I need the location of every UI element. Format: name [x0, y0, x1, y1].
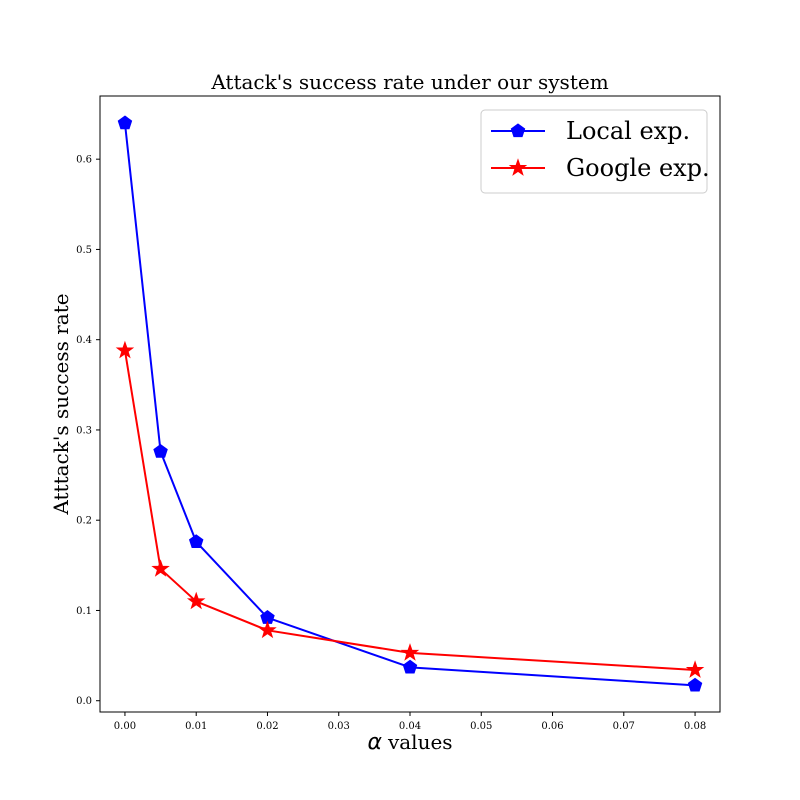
data-point-star: [186, 591, 206, 610]
chart-title: Attack's success rate under our system: [210, 70, 608, 94]
y-tick-label: 0.0: [76, 696, 92, 707]
y-tick-label: 0.2: [76, 516, 92, 527]
data-point-pentagon: [153, 443, 168, 458]
x-tick-label: 0.05: [470, 721, 492, 732]
y-tick-label: 0.1: [76, 606, 92, 617]
series-line: [123, 122, 696, 687]
x-tick-label: 0.00: [114, 721, 136, 732]
x-tick-label: 0.02: [256, 721, 278, 732]
data-point-pentagon: [117, 115, 133, 130]
legend-entry: Google exp.: [491, 154, 710, 182]
legend-label: Google exp.: [566, 154, 710, 182]
y-tick-label: 0.4: [76, 335, 92, 346]
x-tick-label: 0.08: [684, 721, 706, 732]
series-layer: [115, 115, 705, 692]
data-point-pentagon: [188, 534, 204, 549]
series-pentagon: [117, 115, 703, 692]
x-tick-label: 0.01: [185, 721, 207, 732]
alpha-symbol: α: [367, 730, 382, 755]
y-tick-label: 0.3: [76, 425, 92, 436]
x-tick-label: 0.06: [541, 721, 563, 732]
data-point-pentagon: [687, 677, 703, 692]
data-point-star: [400, 643, 420, 661]
x-axis: 0.00 0.01 0.02 0.03 0.04 0.05 0.06 0.07 0.08: [114, 712, 706, 732]
y-tick-label: 0.6: [76, 155, 92, 166]
y-axis-label: Atttack's success rate: [49, 293, 73, 515]
data-point-pentagon: [402, 659, 418, 674]
data-point-star: [258, 620, 277, 639]
x-tick-label: 0.03: [328, 721, 350, 732]
legend-label: Local exp.: [566, 117, 690, 145]
data-point-star: [685, 660, 705, 678]
legend-entry: Local exp.: [491, 117, 690, 145]
legend-marker-pentagon: [510, 123, 526, 138]
legend-marker-star: [508, 158, 528, 176]
series-line: [123, 350, 696, 672]
y-tick-label: 0.5: [76, 245, 92, 256]
series-star: [115, 340, 705, 678]
y-axis: 0.0 0.1 0.2 0.3 0.4 0.5 0.6: [76, 155, 100, 707]
x-axis-label-text: values: [387, 730, 453, 754]
data-point-star: [115, 340, 135, 359]
legend: Local exp. Google exp.: [480, 109, 710, 194]
x-tick-label: 0.04: [399, 721, 421, 732]
x-tick-label: 0.07: [613, 721, 635, 732]
x-axis-label: α values: [367, 730, 452, 755]
data-point-star: [151, 559, 170, 577]
